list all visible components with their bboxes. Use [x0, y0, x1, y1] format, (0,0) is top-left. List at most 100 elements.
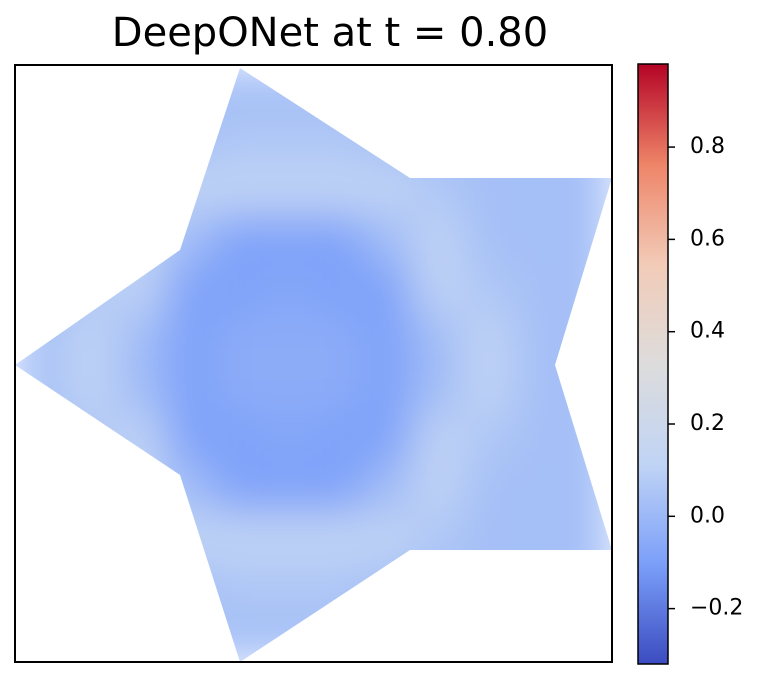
heat-cell [562, 562, 612, 613]
heat-cell [114, 164, 165, 215]
heat-cell [164, 164, 215, 215]
heat-cell [413, 562, 464, 613]
heat-cell [462, 413, 513, 464]
heat-cell [562, 114, 612, 165]
heat-cell [214, 114, 265, 165]
heat-cell [64, 264, 115, 315]
heat-cell [164, 512, 215, 563]
heat-cell [363, 68, 414, 116]
cells [15, 68, 612, 662]
heat-cell [313, 562, 364, 613]
heat-cell [562, 164, 612, 215]
heat-cell [512, 214, 563, 265]
colorbar-tick-label: 0.6 [690, 226, 725, 251]
heat-cell [413, 264, 464, 315]
heat-cell [363, 313, 414, 364]
colorbar-tick-label: 0.0 [690, 503, 725, 528]
heat-cell [512, 612, 563, 662]
heat-cell [462, 463, 513, 514]
heat-cell [114, 463, 165, 514]
heat-cell [263, 264, 314, 315]
heat-cell [114, 512, 165, 563]
heat-cell [164, 214, 215, 265]
heat-cell [64, 562, 115, 613]
heat-cell [512, 114, 563, 165]
heat-cell [313, 313, 364, 364]
heat-cell [413, 68, 464, 116]
heat-cell [512, 463, 563, 514]
heat-cell [313, 463, 364, 514]
heat-cell [512, 363, 563, 414]
heat-cell [413, 313, 464, 364]
heat-cell [164, 413, 215, 464]
heat-cell [15, 562, 66, 613]
heat-cell [214, 164, 265, 215]
heat-cell [512, 164, 563, 215]
heat-cell [164, 562, 215, 613]
heat-cell [15, 463, 66, 514]
heat-cell [64, 463, 115, 514]
heat-cell [263, 562, 314, 613]
heat-cell [462, 114, 513, 165]
heat-cell [114, 114, 165, 165]
heat-cell [562, 264, 612, 315]
heat-cell [114, 562, 165, 613]
heat-cell [15, 114, 66, 165]
heat-cell [15, 363, 66, 414]
heat-cell [15, 164, 66, 215]
heat-cell [313, 413, 364, 464]
heat-cell [413, 363, 464, 414]
heat-cell [263, 114, 314, 165]
heat-cell [164, 463, 215, 514]
heat-cell [413, 413, 464, 464]
heat-cell [64, 164, 115, 215]
heat-cell [462, 612, 513, 662]
heat-cell [363, 264, 414, 315]
heat-cell [214, 562, 265, 613]
heat-cell [263, 512, 314, 563]
colorbar [637, 63, 669, 665]
heat-cell [562, 363, 612, 414]
heat-cell [214, 214, 265, 265]
heat-cell [313, 512, 364, 563]
heat-cell [363, 363, 414, 414]
heat-cell [562, 68, 612, 116]
heat-cell [164, 363, 215, 414]
heat-cell [114, 313, 165, 364]
heat-cell [363, 114, 414, 165]
heat-cell [164, 68, 215, 116]
heat-cell [114, 413, 165, 464]
heat-cell [263, 313, 314, 364]
heat-cell [263, 164, 314, 215]
colorbar-tick-label: −0.2 [690, 596, 743, 621]
heat-cell [64, 68, 115, 116]
heat-cell [313, 363, 364, 414]
heat-cell [64, 114, 115, 165]
heat-cell [562, 512, 612, 563]
heat-cell [462, 264, 513, 315]
heat-cell [512, 562, 563, 613]
heat-cell [214, 264, 265, 315]
heat-cell [64, 612, 115, 662]
heat-cell [413, 463, 464, 514]
heat-cell [214, 463, 265, 514]
heat-cell [512, 413, 563, 464]
field [15, 68, 612, 662]
heat-cell [263, 68, 314, 116]
heat-cell [462, 164, 513, 215]
heat-cell [15, 512, 66, 563]
heat-cell [164, 114, 215, 165]
heat-cell [15, 612, 66, 662]
heat-cell [214, 512, 265, 563]
heat-cell [363, 214, 414, 265]
heat-cell [462, 214, 513, 265]
heat-cell [15, 68, 66, 116]
heat-cell [413, 512, 464, 563]
heat-cell [562, 214, 612, 265]
heat-cell [313, 68, 364, 116]
heat-cell [214, 413, 265, 464]
heat-cell [164, 264, 215, 315]
colorbar-tick-label: 0.8 [690, 134, 725, 159]
heat-cell [64, 214, 115, 265]
